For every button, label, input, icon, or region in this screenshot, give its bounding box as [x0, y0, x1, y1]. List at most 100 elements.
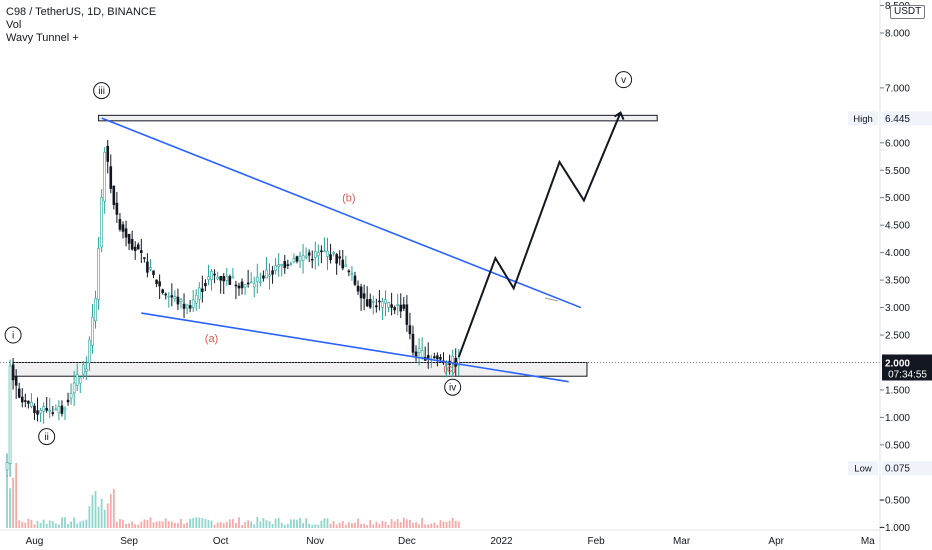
candle-body: [439, 357, 442, 360]
candle-body: [301, 255, 305, 261]
price-tick-label: 2.500: [885, 331, 910, 342]
volume-bar: [280, 522, 283, 528]
volume-bar: [67, 524, 69, 528]
candle-body: [8, 365, 12, 464]
candle-body: [350, 273, 354, 275]
volume-bar: [235, 522, 237, 528]
volume-bar: [18, 520, 21, 528]
wave-label-iii: iii: [98, 86, 105, 97]
candle-body: [121, 224, 125, 232]
wavy-tunnel-indicator-label[interactable]: Wavy Tunnel +: [6, 32, 79, 44]
wave-label-iv: iv: [449, 383, 456, 394]
candle-body: [252, 283, 256, 288]
volume-bar: [381, 521, 384, 528]
candle-body: [94, 298, 97, 322]
volume-bar: [399, 522, 402, 528]
volume-bar: [335, 524, 338, 528]
candle-body: [283, 261, 287, 269]
candle-body: [213, 273, 216, 276]
candle-body: [63, 407, 67, 411]
volume-bar: [57, 524, 60, 528]
candle-body: [246, 282, 250, 285]
wave-label-ii: ii: [44, 432, 48, 443]
candle-body: [115, 202, 119, 215]
volume-bar: [192, 518, 195, 528]
candle-body: [365, 299, 369, 307]
candle-body: [262, 275, 265, 279]
candle-body: [347, 270, 351, 273]
candle-body: [378, 300, 381, 303]
volume-bar: [372, 524, 375, 528]
candle-body: [75, 374, 79, 386]
candle-body: [78, 377, 82, 384]
volume-bar: [88, 506, 91, 528]
candle-body: [201, 288, 204, 292]
volume-bar: [109, 494, 112, 528]
price-tick-label: 5.000: [885, 193, 910, 204]
candle-body: [295, 256, 299, 262]
candle-body: [164, 293, 168, 296]
price-axis-panel[interactable]: [880, 0, 932, 550]
price-tick-label: 1.500: [885, 385, 910, 396]
volume-bar: [180, 519, 182, 528]
volume-bar: [436, 524, 439, 528]
candle-body: [133, 246, 137, 251]
volume-bar: [122, 519, 124, 528]
candle-body: [219, 275, 222, 281]
candle-body: [176, 296, 180, 305]
symbol-title[interactable]: C98 / TetherUS, 1D, BINANCE: [6, 6, 157, 18]
candle-body: [320, 250, 323, 253]
candle-body: [228, 276, 232, 285]
upper-trendline: [101, 117, 582, 309]
volume-bar: [283, 524, 286, 528]
candle-body: [338, 256, 342, 259]
volume-bar: [277, 517, 280, 528]
candle-body: [304, 255, 308, 258]
volume-bar: [314, 524, 317, 528]
candle-body: [109, 166, 113, 189]
volume-bar: [225, 521, 228, 528]
wave-label-v: v: [621, 75, 626, 86]
candle-body: [216, 276, 219, 280]
volume-bar: [256, 517, 259, 528]
volume-bar: [140, 521, 143, 528]
volume-bar: [393, 521, 396, 528]
volume-bar: [253, 524, 256, 528]
candle-body: [33, 405, 36, 414]
candle-body: [155, 279, 158, 284]
volume-bar: [332, 521, 335, 528]
wave-label-a: (a): [205, 333, 218, 345]
low-price-tag-value-bg: [882, 461, 932, 476]
candle-body: [307, 252, 311, 256]
candle-body: [405, 304, 409, 325]
candle-body: [436, 355, 439, 360]
candle-body: [310, 258, 314, 261]
volume-bar: [259, 521, 262, 528]
volume-indicator-label[interactable]: Vol: [6, 19, 22, 31]
volume-bar: [244, 522, 246, 528]
candle-body: [57, 406, 61, 414]
candle-body: [265, 269, 268, 279]
candle-body: [60, 405, 64, 414]
candle-body: [231, 276, 235, 279]
volume-bar: [216, 522, 219, 528]
volume-bar: [128, 523, 130, 528]
volume-bar: [189, 518, 192, 528]
price-tick-label: −0.500: [879, 495, 910, 506]
candle-body: [66, 399, 70, 403]
volume-bar: [305, 518, 308, 528]
price-tick-label: 5.500: [885, 166, 910, 177]
candle-body: [97, 248, 100, 300]
currency-button[interactable]: USDT: [890, 5, 926, 19]
candle-body: [420, 350, 424, 358]
volume-bar: [405, 519, 408, 528]
volume-bar: [76, 523, 79, 528]
time-axis-label: Oct: [213, 536, 229, 547]
candle-body: [445, 363, 448, 366]
candle-body: [387, 302, 390, 308]
candle-body: [112, 185, 116, 205]
low-price-tag-label: Low: [854, 464, 872, 475]
candle-body: [326, 250, 329, 257]
volume-bar: [91, 495, 94, 528]
